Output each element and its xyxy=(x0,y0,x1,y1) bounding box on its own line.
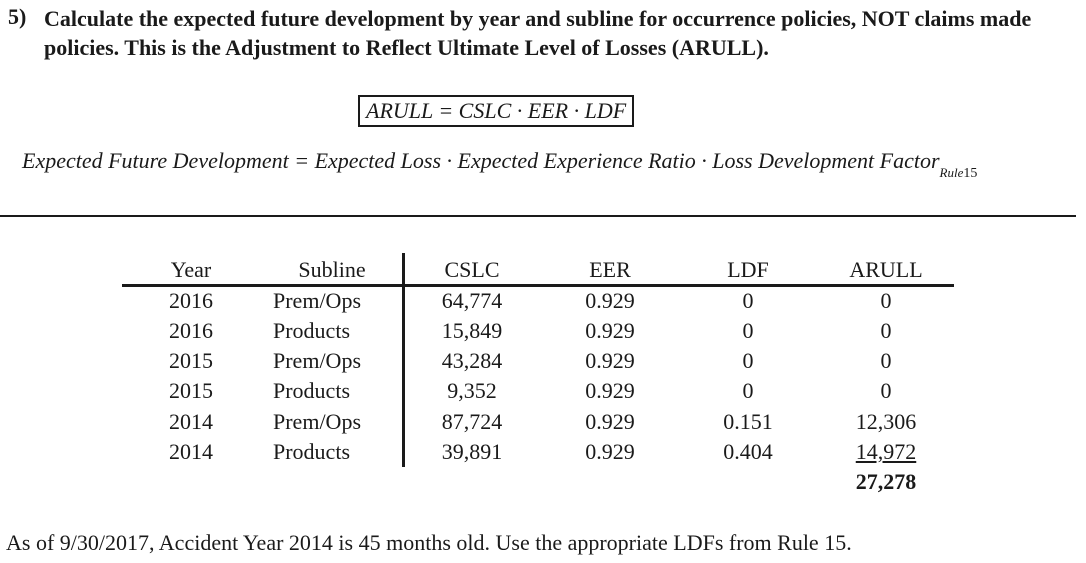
table-cell-subline: Products xyxy=(273,318,350,343)
table-cell-ldf: 0 xyxy=(742,348,754,373)
table-cell-subline: Prem/Ops xyxy=(273,348,361,373)
column-divider xyxy=(402,253,405,467)
formula-subscript-number: 15 xyxy=(963,166,978,181)
table-cell-cslc: 9,352 xyxy=(447,378,497,403)
table-cell-ldf: 0 xyxy=(742,378,754,403)
table-cell-arull: 0 xyxy=(880,288,892,313)
table-cell-eer: 0.929 xyxy=(585,288,635,313)
header-eer: EER xyxy=(589,257,631,282)
header-subline: Subline xyxy=(298,257,366,282)
table-cell-eer: 0.929 xyxy=(585,378,635,403)
table-cell-eer: 0.929 xyxy=(585,439,635,464)
expanded-formula: Expected Future Development = Expected L… xyxy=(22,148,977,181)
table-cell-year: 2015 xyxy=(169,378,213,403)
footer-note: As of 9/30/2017, Accident Year 2014 is 4… xyxy=(6,530,852,555)
arull-formula-box: ARULL = CSLC · EER · LDF xyxy=(358,95,635,127)
table-cell-cslc: 39,891 xyxy=(441,439,503,464)
table-cell-year: 2016 xyxy=(169,288,213,313)
table-cell-ldf: 0.404 xyxy=(723,439,773,464)
header-arull: ARULL xyxy=(849,257,923,282)
table-cell-cslc: 43,284 xyxy=(441,348,503,373)
table-cell-cslc: 87,724 xyxy=(441,409,503,434)
table-cell-arull-underlined: 14,972 xyxy=(855,439,917,464)
table-cell-ldf: 0.151 xyxy=(723,409,773,434)
table-cell-subline: Prem/Ops xyxy=(273,409,361,434)
table-cell-year: 2014 xyxy=(169,439,213,464)
table-cell-ldf: 0 xyxy=(742,288,754,313)
formula-subscript-rule: Rule xyxy=(939,165,964,180)
table-cell-cslc: 64,774 xyxy=(441,288,503,313)
header-cslc: CSLC xyxy=(444,257,500,282)
table-cell-subline: Prem/Ops xyxy=(273,288,361,313)
question-number: 5) xyxy=(8,4,27,29)
table-cell-arull: 12,306 xyxy=(855,409,917,434)
expanded-formula-text: Expected Future Development = Expected L… xyxy=(22,148,940,173)
table-cell-arull: 0 xyxy=(880,348,892,373)
arull-total: 27,278 xyxy=(855,469,917,494)
header-rule xyxy=(122,284,954,287)
table-cell-eer: 0.929 xyxy=(585,348,635,373)
table-cell-eer: 0.929 xyxy=(585,318,635,343)
header-ldf: LDF xyxy=(727,257,769,282)
question-text: Calculate the expected future developmen… xyxy=(44,6,1032,60)
table-cell-eer: 0.929 xyxy=(585,409,635,434)
table-cell-year: 2015 xyxy=(169,348,213,373)
table-cell-year: 2016 xyxy=(169,318,213,343)
table-cell-subline: Products xyxy=(273,378,350,403)
table-cell-subline: Products xyxy=(273,439,350,464)
table-cell-year: 2014 xyxy=(169,409,213,434)
arull-table: Year Subline CSLC EER LDF ARULL 2016 Pre… xyxy=(122,253,954,495)
table-cell-arull: 0 xyxy=(880,318,892,343)
header-year: Year xyxy=(170,257,212,282)
section-divider xyxy=(0,215,1076,217)
table-cell-ldf: 0 xyxy=(742,318,754,343)
table-cell-arull: 0 xyxy=(880,378,892,403)
table-cell-cslc: 15,849 xyxy=(441,318,503,343)
